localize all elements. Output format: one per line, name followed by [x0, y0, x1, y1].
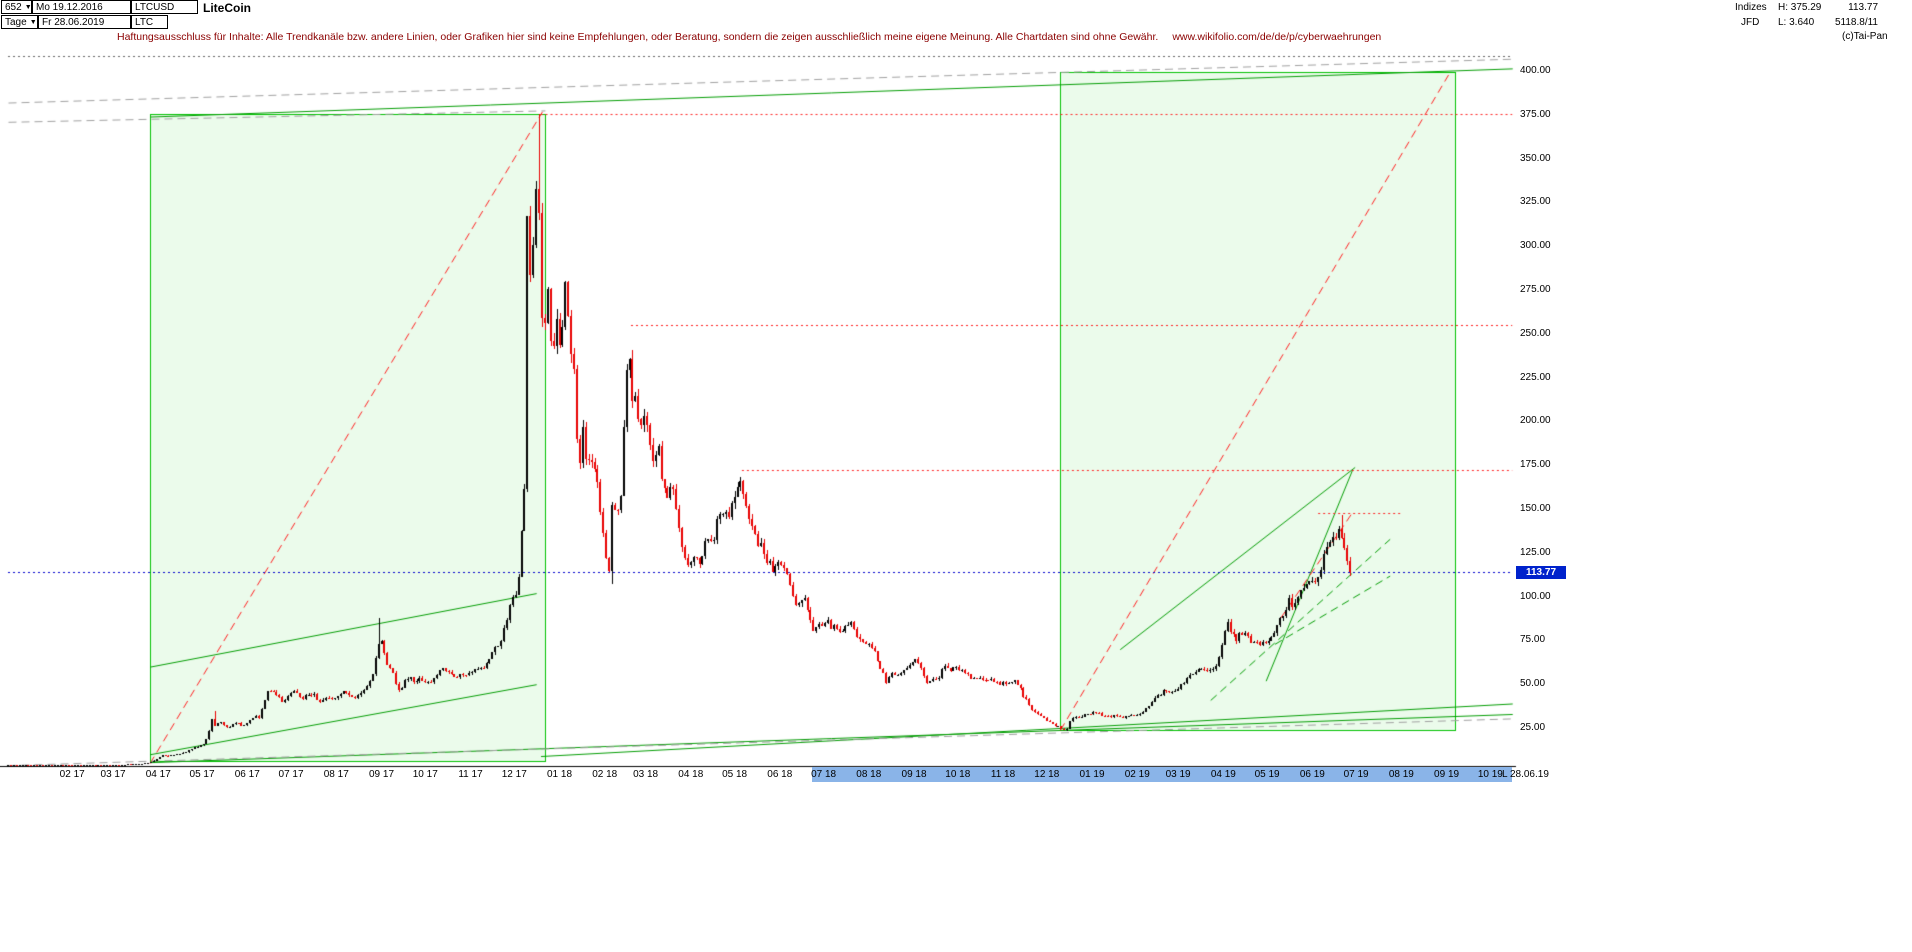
time-axis-label: 08 19 [1388, 769, 1414, 780]
bars-count-value: 652 [5, 1, 22, 13]
time-axis-label: 09 19 [1434, 769, 1460, 780]
period-high-label: H: 375.29 [1778, 2, 1822, 13]
header-info-value: 5118.8/11 [1834, 17, 1878, 28]
time-axis-label: 06 18 [767, 769, 793, 780]
last-price-tag: 113.77 [1516, 566, 1566, 580]
time-axis-label: 07 18 [811, 769, 837, 780]
time-axis-label: 10 17 [412, 769, 438, 780]
time-axis-label: 03 18 [633, 769, 659, 780]
time-axis-label: 11 17 [458, 769, 483, 780]
start-date-field[interactable]: Mo 19.12.2016 [32, 0, 131, 14]
time-axis-label: 02 17 [59, 769, 85, 780]
time-axis-label: 11 18 [990, 769, 1016, 780]
price-axis-label: 400.00 [1520, 65, 1551, 76]
disclaimer-text: Haftungsausschluss für Inhalte: Alle Tre… [117, 31, 1159, 43]
time-axis-label: 05 19 [1254, 769, 1280, 780]
time-axis-label: 04 19 [1210, 769, 1236, 780]
time-axis-label: 07 19 [1343, 769, 1369, 780]
header-last-price: 113.77 [1848, 2, 1878, 13]
chart-panel: 400.00 375.00 350.00 325.00 300.00 275.00 250.… [0, 46, 1568, 791]
time-axis-label: 05 17 [189, 769, 215, 780]
bars-count-select[interactable]: 652 ▼ [1, 0, 32, 14]
time-axis-label: 04 18 [678, 769, 704, 780]
instrument-title: LiteCoin [203, 1, 251, 15]
time-axis-label: 08 18 [856, 769, 882, 780]
time-axis-label: 02 18 [592, 769, 618, 780]
time-axis-label: 07 17 [278, 769, 304, 780]
dropdown-arrow-icon: ▼ [24, 3, 32, 11]
time-axis-label: 09 18 [901, 769, 927, 780]
price-chart-canvas[interactable] [0, 46, 1568, 791]
category-label: Indizes [1735, 2, 1767, 13]
symbol-field[interactable]: LTCUSD [131, 0, 198, 14]
price-axis-label: 25.00 [1520, 722, 1546, 733]
time-axis-label: 05 18 [722, 769, 748, 780]
price-axis-label: 350.00 [1520, 152, 1551, 164]
price-axis-label: 250.00 [1520, 327, 1551, 339]
disclaimer-row: Haftungsausschluss für Inhalte: Alle Tre… [117, 31, 1381, 43]
price-axis-label: 75.00 [1520, 634, 1546, 646]
disclaimer-url-link[interactable]: www.wikifolio.com/de/de/p/cyberwaehrunge… [1172, 31, 1382, 43]
price-axis-label: 50.00 [1520, 678, 1546, 690]
price-axis-label: 200.00 [1520, 415, 1551, 427]
time-axis-label: 03 17 [100, 769, 126, 780]
time-axis-label: 02 19 [1124, 769, 1150, 780]
time-axis-label: 03 19 [1165, 769, 1191, 780]
feed-label: JFD [1741, 17, 1760, 28]
period-low-label: L: 3.640 [1778, 17, 1815, 28]
time-axis-label: 12 17 [501, 769, 527, 780]
price-axis-label: 175.00 [1520, 459, 1551, 471]
period-value: Tage [5, 16, 27, 28]
time-axis-label: 01 19 [1079, 769, 1105, 780]
time-axis-label: 08 17 [323, 769, 349, 780]
last-date-label: L 28.06.19 [1502, 769, 1549, 780]
period-select[interactable]: Tage ▼ [1, 15, 38, 29]
dropdown-arrow-icon: ▼ [29, 18, 37, 26]
time-axis-label: 01 18 [546, 769, 573, 780]
price-axis-label: 100.00 [1520, 590, 1551, 602]
price-axis-label: 225.00 [1520, 371, 1551, 383]
price-axis-label: 325.00 [1520, 196, 1551, 208]
time-axis-label: 06 17 [234, 769, 260, 780]
price-axis-label: 150.00 [1520, 503, 1551, 514]
price-axis-label: 125.00 [1520, 546, 1551, 558]
ticker-field[interactable]: LTC [131, 15, 168, 29]
price-axis-label: 375.00 [1520, 108, 1551, 120]
time-axis-label: 06 19 [1299, 769, 1325, 780]
price-axis-label: 275.00 [1520, 284, 1551, 295]
copyright-watermark: (c)Tai-Pan [1842, 31, 1888, 42]
time-axis-label: 10 18 [945, 769, 971, 780]
timeline-selection[interactable] [811, 767, 1513, 782]
time-axis-label: 09 17 [368, 769, 395, 780]
price-axis-label: 300.00 [1520, 240, 1551, 252]
end-date-field[interactable]: Fr 28.06.2019 [38, 15, 131, 29]
time-axis-label: 04 17 [145, 769, 171, 780]
time-axis-label: 12 18 [1034, 769, 1060, 780]
time-axis-label: 10 19 [1477, 769, 1503, 780]
